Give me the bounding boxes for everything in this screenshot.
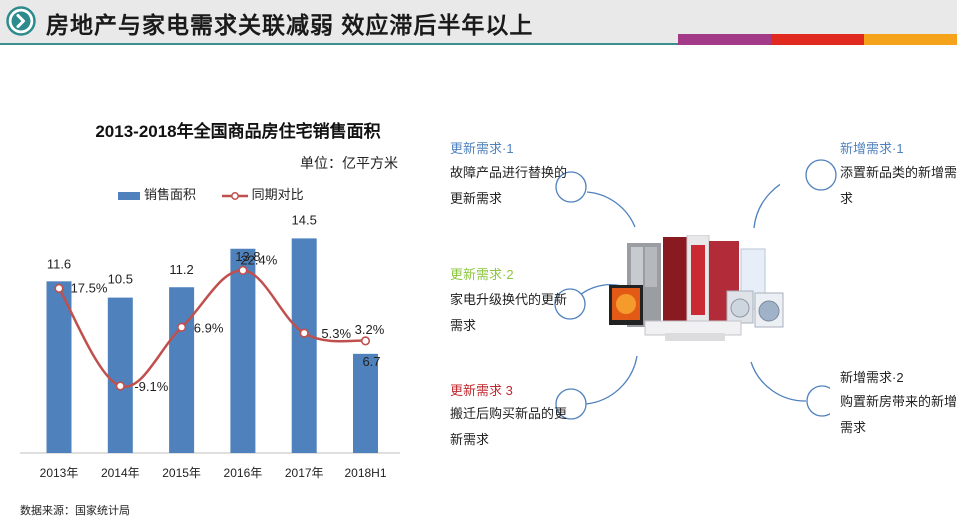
chart-legend: 销售面积 同期对比: [118, 184, 326, 203]
header-bar: 房地产与家电需求关联减弱 效应滞后半年以上: [0, 0, 957, 44]
connector-circle-2: [554, 288, 586, 320]
need-title-replacement-3: 更新需求 3: [450, 383, 513, 398]
data-source: 数据来源：国家统计局: [20, 505, 130, 517]
connector-arc-4: [753, 183, 780, 229]
bar-value-label: 14.5: [292, 212, 317, 227]
need-desc-new-2: 购置新房带来的新增需求: [840, 394, 957, 435]
connector-circle-3: [555, 388, 587, 420]
needs-diagram-lower-right: [750, 361, 830, 417]
bar-4: [291, 238, 317, 453]
line-value-label: 17.5%: [71, 280, 108, 295]
bar-value-label: 11.2: [169, 262, 193, 277]
line-value-label: 22.4%: [240, 252, 277, 267]
need-desc-replacement-2: 家电升级换代的更新需求: [450, 292, 568, 333]
accent-bar-orange: [864, 34, 957, 45]
bar-0: [46, 281, 72, 453]
line-value-label: 5.3%: [321, 326, 351, 341]
need-title-new-2: 新增需求·2: [840, 370, 904, 385]
bar-value-label: 11.6: [47, 256, 71, 271]
bar-1: [107, 297, 133, 453]
need-desc-replacement-3: 搬迁后购买新品的更新需求: [450, 406, 568, 447]
connector-circle-1: [555, 171, 587, 203]
chevron-right-circle-icon: [6, 6, 36, 36]
accent-bar-purple: [678, 34, 771, 45]
need-desc-replacement-1: 故障产品进行替换的更新需求: [450, 165, 568, 206]
bar-2: [169, 287, 195, 453]
needs-diagram: [554, 171, 780, 420]
line-value-label: 3.2%: [355, 322, 385, 337]
x-tick-label: 2013年: [40, 466, 79, 480]
need-title-new-1: 新增需求·1: [840, 141, 904, 156]
bar-value-label: 10.5: [108, 272, 133, 287]
line-value-label: 6.9%: [194, 320, 224, 335]
need-desc-new-1: 添置新品类的新增需求: [840, 165, 957, 206]
line-point-2: [177, 322, 187, 332]
need-title-replacement-2: 更新需求·2: [450, 267, 514, 282]
bar-value-label: 13.8: [235, 249, 260, 264]
legend-line-swatch: [221, 191, 248, 200]
x-tick-label: 2018H1: [344, 466, 386, 480]
connector-arc-5: [750, 361, 807, 402]
x-tick-label: 2015年: [162, 466, 201, 480]
x-tick-label: 2017年: [285, 466, 324, 480]
x-tick-label: 2016年: [224, 466, 263, 480]
accent-bar-red: [771, 34, 864, 45]
connector-circle-4b: [805, 159, 837, 191]
legend-item-line: 同期对比: [221, 184, 304, 203]
connector-arc-1: [586, 191, 636, 228]
bar-5: [353, 353, 378, 453]
line-value-label: -9.1%: [134, 379, 168, 394]
line-point-4: [299, 328, 309, 338]
bar-3: [230, 248, 256, 453]
chart-unit: 单位：亿平方米: [300, 155, 398, 171]
header-divider: [0, 43, 680, 45]
page-title: 房地产与家电需求关联减弱 效应滞后半年以上: [46, 12, 534, 38]
chart-plot: 2013年 2014年 2015年 2016年 2017年 2018H111.610.51…: [20, 212, 400, 480]
need-title-replacement-1: 更新需求·1: [450, 141, 514, 156]
legend-item-bar: 销售面积: [118, 184, 196, 203]
line-point-5: [360, 336, 371, 346]
home-appliances-image: [609, 235, 784, 341]
legend-bar-swatch: [118, 191, 140, 200]
legend-line-label: 同期对比: [251, 187, 304, 202]
needs-diagram-upper-right: [805, 159, 837, 191]
line-point-0: [54, 283, 64, 293]
line-point-1: [115, 381, 125, 391]
legend-bar-label: 销售面积: [144, 187, 197, 202]
line-point-3: [238, 265, 248, 275]
bar-value-label: 6.7: [362, 354, 380, 369]
x-tick-label: 2014年: [101, 466, 140, 480]
connector-arc-3: [585, 355, 638, 405]
chart-title: 2013-2018年全国商品房住宅销售面积: [95, 122, 381, 141]
connector-circle-5: [806, 385, 830, 417]
